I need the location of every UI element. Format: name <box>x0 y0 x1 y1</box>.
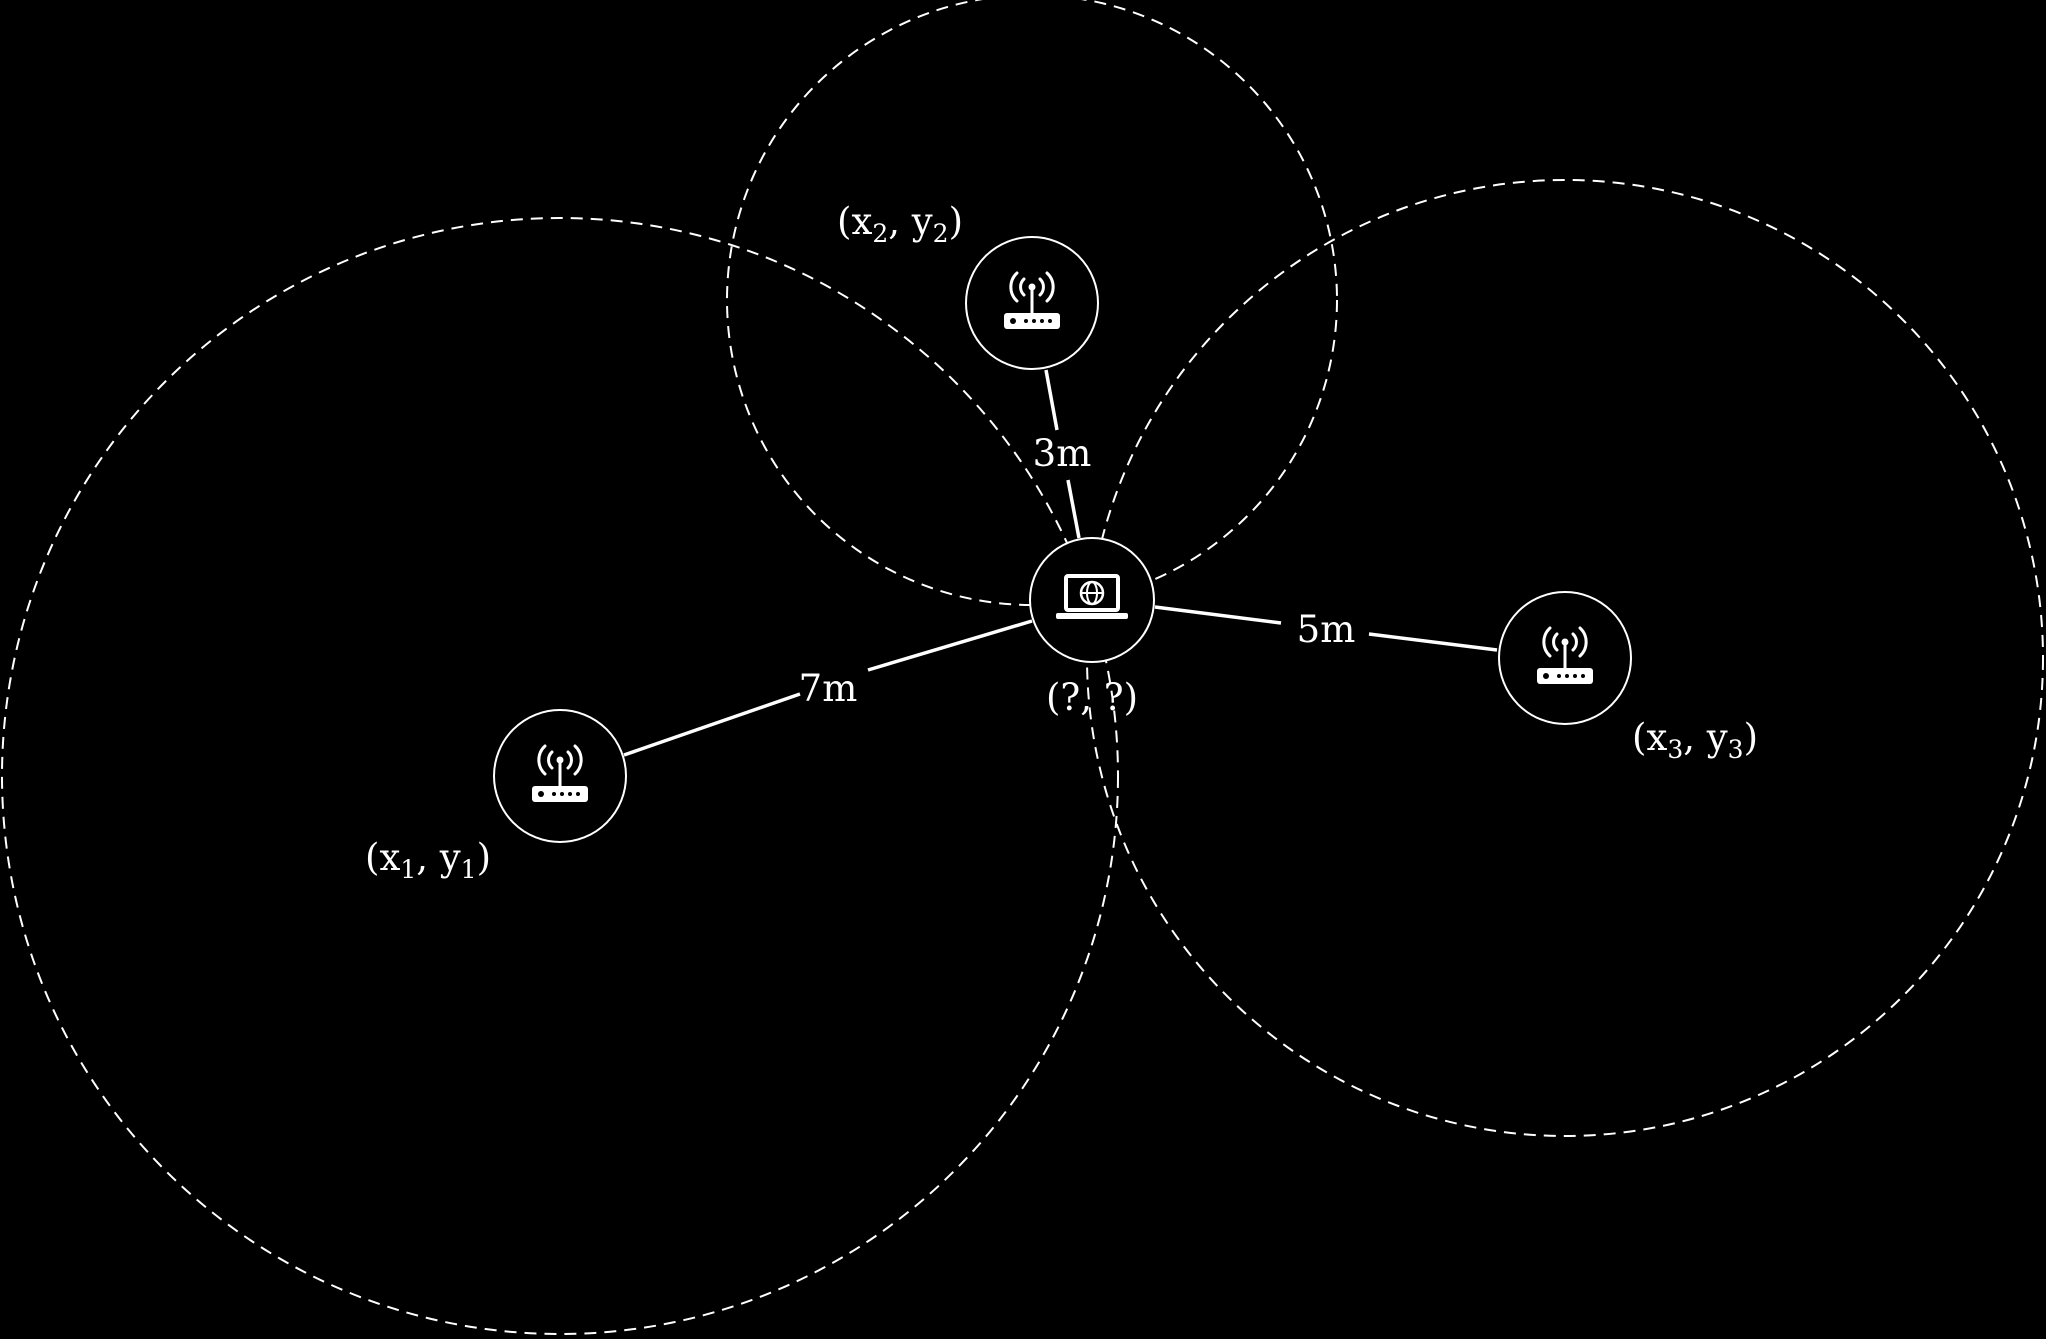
router-icon <box>1004 271 1060 329</box>
range-circle-ap1 <box>1 217 1119 1335</box>
laptop-globe-icon <box>1056 574 1128 619</box>
link-ap3-segment-b <box>1368 632 1498 652</box>
access-point-1[interactable] <box>493 709 627 843</box>
ap2-coordinate-label: (x2, y2) <box>837 200 963 248</box>
ap1-coordinate-label: (x1, y1) <box>365 836 491 884</box>
distance-label-ap2: 3m <box>1033 432 1092 475</box>
ap3-coordinate-label: (x3, y3) <box>1632 716 1758 764</box>
link-ap3-segment-a <box>1154 605 1282 625</box>
access-point-2[interactable] <box>965 236 1099 370</box>
router-icon <box>1537 626 1593 684</box>
range-circle-ap2 <box>726 0 1338 606</box>
link-ap1-segment-a <box>623 692 801 757</box>
device-coordinate-label: (?, ?) <box>1046 676 1138 719</box>
distance-label-ap1: 7m <box>799 667 858 710</box>
access-point-3[interactable] <box>1498 591 1632 725</box>
distance-label-ap3: 5m <box>1297 608 1356 651</box>
link-ap2-segment-b <box>1066 479 1081 539</box>
link-ap2-segment-a <box>1044 369 1059 431</box>
target-device[interactable] <box>1029 537 1155 663</box>
router-icon <box>532 744 588 802</box>
link-ap1-segment-b <box>867 619 1033 672</box>
